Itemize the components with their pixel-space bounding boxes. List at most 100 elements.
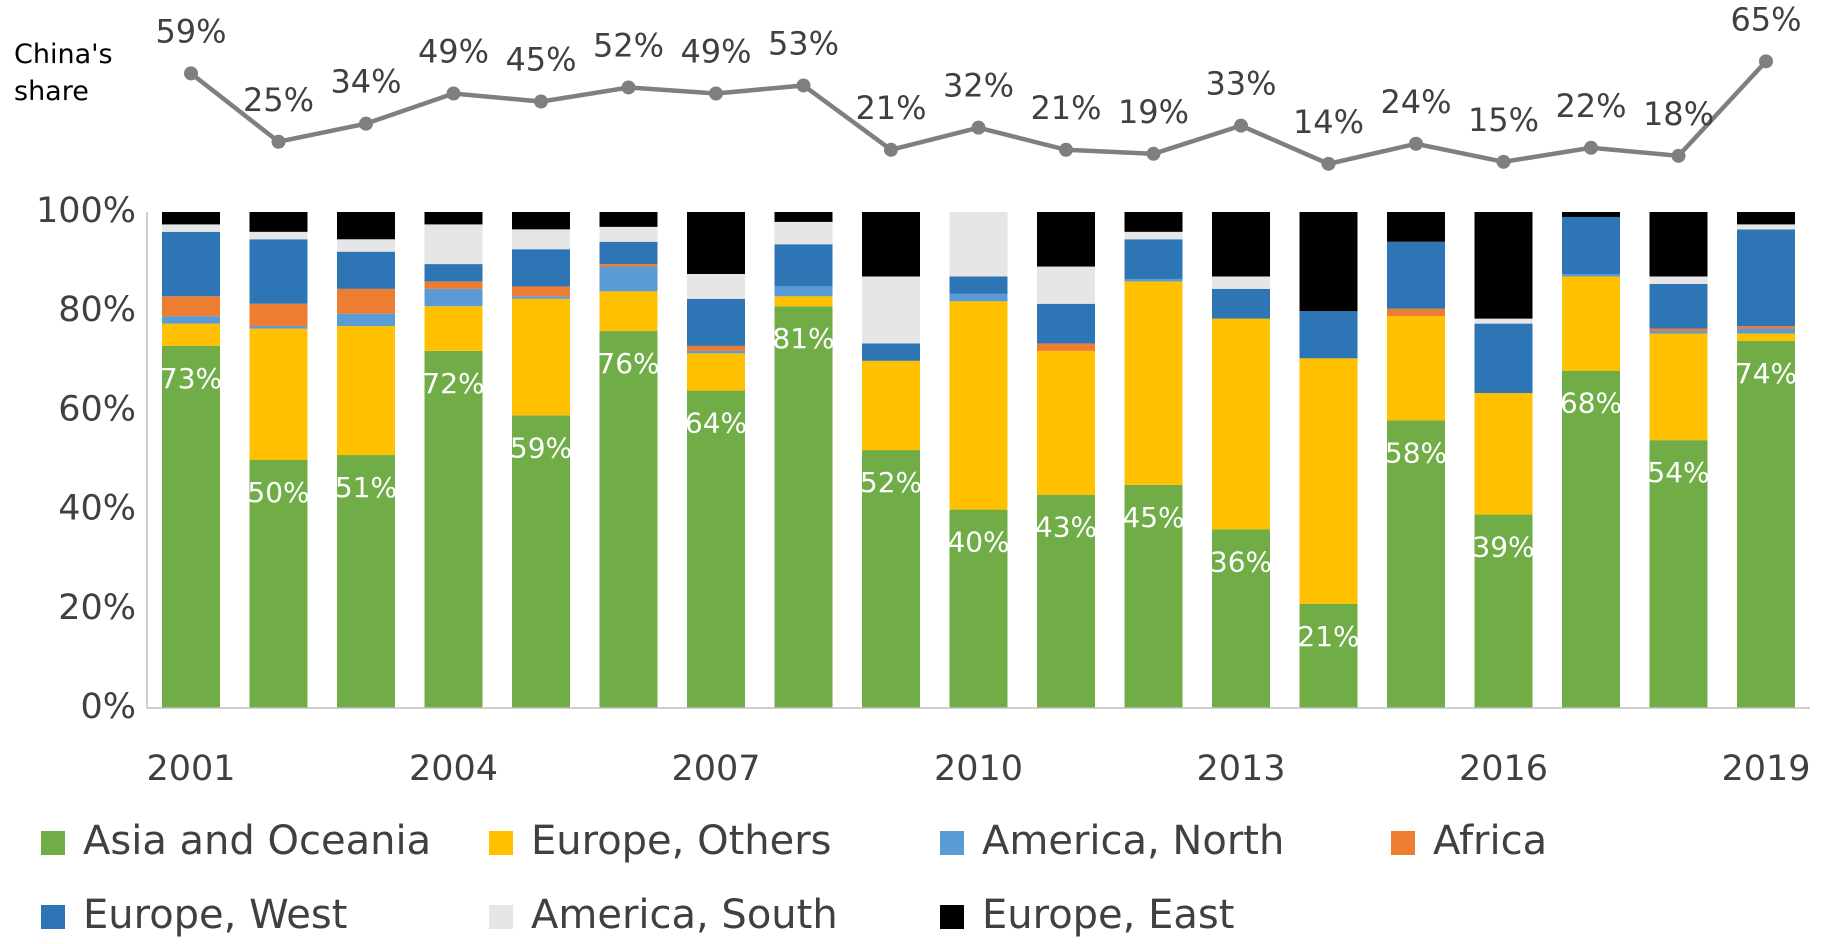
- bar-segment: [1387, 420, 1445, 708]
- line-label: 14%: [1293, 103, 1364, 141]
- bar-segment: [1124, 278, 1183, 282]
- y-tick-label: 80%: [58, 290, 136, 330]
- bar-segment: [1299, 358, 1358, 604]
- bar-segment: [1387, 316, 1445, 421]
- bar-segment: [1037, 350, 1095, 495]
- bar-segment: [337, 239, 395, 252]
- y-tick-label: 0%: [80, 687, 136, 727]
- bar-segment: [687, 298, 745, 346]
- bar-segment: [162, 323, 220, 346]
- line-marker: [796, 78, 811, 93]
- line-marker: [1146, 146, 1161, 161]
- bar-segment: [162, 316, 220, 324]
- bar-segment: [512, 212, 570, 230]
- line-marker: [1234, 118, 1248, 133]
- line-label: 21%: [855, 89, 926, 127]
- bar-segment: [1212, 276, 1270, 289]
- bar-segment: [949, 301, 1008, 510]
- bar-segment: [1299, 311, 1358, 359]
- bar-segment: [337, 288, 395, 314]
- data-label: 59%: [510, 431, 572, 464]
- data-label: 52%: [860, 466, 922, 499]
- x-tick-label: 2013: [1196, 749, 1285, 789]
- bar-segment: [1649, 328, 1708, 332]
- bar-segment: [162, 296, 220, 317]
- legend-label: Asia and Oceania: [83, 818, 431, 864]
- data-label: 43%: [1035, 511, 1097, 544]
- bar-segment: [1737, 326, 1795, 329]
- legend-swatch: [489, 831, 513, 855]
- line-label: 22%: [1555, 87, 1626, 125]
- bar-segment: [1474, 212, 1533, 319]
- line-label: 33%: [1205, 65, 1276, 103]
- line-label: 49%: [680, 33, 751, 71]
- bar-segment: [249, 303, 308, 327]
- bar-segment: [1037, 212, 1095, 267]
- line-label: 32%: [943, 67, 1014, 105]
- bar-segment: [949, 212, 1008, 277]
- bar-segment: [862, 276, 920, 344]
- bar-segment: [687, 390, 745, 708]
- legend-swatch: [41, 905, 65, 929]
- bar-segment: [1124, 239, 1183, 279]
- data-label: 45%: [1122, 501, 1184, 534]
- bar-segment: [1562, 216, 1620, 274]
- bar-segment: [1212, 318, 1270, 530]
- bar-segment: [1299, 212, 1358, 312]
- bar-segment: [774, 296, 833, 307]
- bar-segment: [774, 286, 833, 297]
- data-label: 21%: [1297, 620, 1359, 653]
- bar-segment: [1737, 328, 1795, 334]
- line-label: 34%: [330, 63, 401, 101]
- bar-segment: [949, 276, 1008, 294]
- data-label: 76%: [597, 347, 659, 380]
- bar-segment: [1737, 212, 1795, 225]
- line-marker: [971, 120, 986, 135]
- legend-swatch: [1391, 831, 1415, 855]
- bar-segment: [249, 326, 308, 329]
- bar-segment: [1649, 276, 1708, 284]
- bar-segment: [249, 239, 308, 304]
- bar-segment: [599, 331, 658, 708]
- bar-segment: [1562, 274, 1620, 277]
- line-marker: [1321, 156, 1336, 171]
- bar-segment: [949, 509, 1008, 708]
- line-label: 21%: [1030, 89, 1101, 127]
- legend-swatch: [940, 905, 964, 929]
- bar-segment: [1474, 393, 1533, 515]
- data-label: 68%: [1560, 387, 1622, 420]
- bar-segment: [424, 212, 483, 225]
- bar-segment: [862, 212, 920, 277]
- bar-segment: [687, 350, 745, 354]
- bar-segment: [424, 306, 483, 351]
- bar-segment: [337, 212, 395, 240]
- bar-segment: [1649, 333, 1708, 441]
- data-label: 51%: [335, 471, 397, 504]
- line-marker: [621, 80, 636, 95]
- bar-segment: [424, 288, 483, 307]
- legend-label: Europe, West: [83, 892, 347, 938]
- line-marker: [1584, 140, 1598, 155]
- line-label: 18%: [1643, 95, 1714, 133]
- bar-segment: [512, 249, 570, 287]
- legend-label: Africa: [1433, 818, 1547, 864]
- bar-segment: [1737, 333, 1795, 341]
- legend-swatch: [940, 831, 964, 855]
- x-tick-label: 2010: [934, 749, 1023, 789]
- bar-segment: [862, 343, 920, 361]
- bar-segment: [1387, 212, 1445, 242]
- x-tick-label: 2019: [1721, 749, 1810, 789]
- bar-segment: [1737, 340, 1795, 708]
- legend-swatch: [489, 905, 513, 929]
- data-label: 64%: [685, 407, 747, 440]
- bar-segment: [774, 212, 833, 222]
- line-marker: [446, 86, 461, 101]
- x-tick-label: 2004: [409, 749, 498, 789]
- bar-segment: [424, 281, 483, 289]
- bar-segment: [1037, 266, 1095, 304]
- y-tick-label: 40%: [58, 489, 136, 529]
- line-marker: [359, 116, 373, 131]
- legend-label: Europe, East: [982, 892, 1234, 938]
- data-label: 74%: [1735, 357, 1797, 390]
